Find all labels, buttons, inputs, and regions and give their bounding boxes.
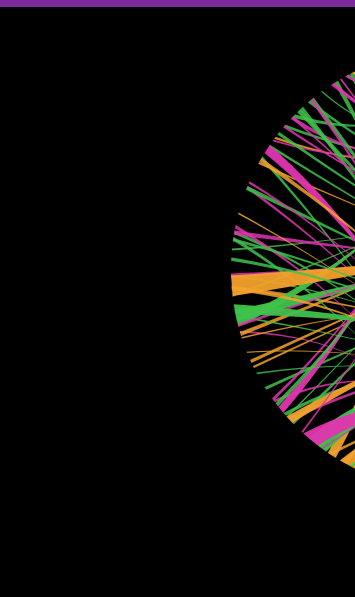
link-ribbon [246,185,355,242]
link-ribbon [272,139,355,157]
link-ribbon [260,156,355,272]
link-ribbon [231,266,355,297]
link-ribbon [321,426,355,450]
link-ribbon [297,109,355,172]
link-ribbon [277,132,355,187]
link-ribbon [238,212,355,285]
link-ribbon [332,83,355,102]
link-ribbon [231,257,355,290]
link-ribbon [231,286,355,319]
top-color-band [0,0,355,7]
link-ribbon [310,98,355,165]
link-ribbon [278,309,355,413]
link-ribbon [250,312,355,363]
link-ribbon [340,78,355,100]
link-ribbon [339,449,355,469]
link-ribbon [351,71,355,75]
link-ribbons [231,71,355,469]
link-ribbon [256,365,355,375]
link-ribbon [259,158,355,233]
link-ribbon [303,412,355,446]
link-ribbon [246,185,355,276]
link-ribbon [232,236,355,334]
link-ribbon [291,116,355,175]
link-ribbon [321,91,355,116]
link-ribbon [239,330,355,357]
link-ribbon [349,461,355,468]
link-ribbon [345,74,355,82]
link-ribbon [286,380,355,423]
link-ribbon [264,145,355,243]
link-ribbon [233,230,355,301]
link-ribbon [272,307,355,401]
link-ribbon [268,144,355,200]
link-ribbon [233,230,355,250]
link-ribbon [233,304,355,321]
link-ribbon [301,358,355,434]
link-ribbon [237,284,355,327]
link-ribbon [252,319,355,369]
link-ribbon [248,181,355,260]
link-ribbon [286,346,355,418]
link-ribbon [235,224,355,319]
link-ribbon [232,238,355,279]
link-ribbon [275,314,355,407]
link-ribbon [274,136,355,159]
link-ribbon [283,125,355,172]
link-ribbon [235,315,355,340]
